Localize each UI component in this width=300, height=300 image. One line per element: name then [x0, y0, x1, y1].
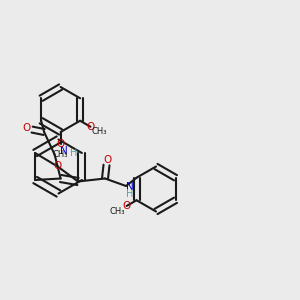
Text: O: O [122, 201, 131, 211]
Text: H: H [126, 189, 134, 200]
Text: O: O [56, 139, 65, 149]
Text: O: O [22, 123, 31, 133]
Text: CH₃: CH₃ [110, 207, 125, 216]
Text: H: H [70, 148, 78, 158]
Text: O: O [86, 122, 94, 132]
Text: O: O [103, 154, 112, 165]
Text: CH₃: CH₃ [92, 128, 107, 136]
Text: O: O [53, 161, 62, 172]
Text: N: N [60, 146, 68, 157]
Text: CH₃: CH₃ [53, 150, 68, 159]
Text: N: N [126, 182, 134, 193]
